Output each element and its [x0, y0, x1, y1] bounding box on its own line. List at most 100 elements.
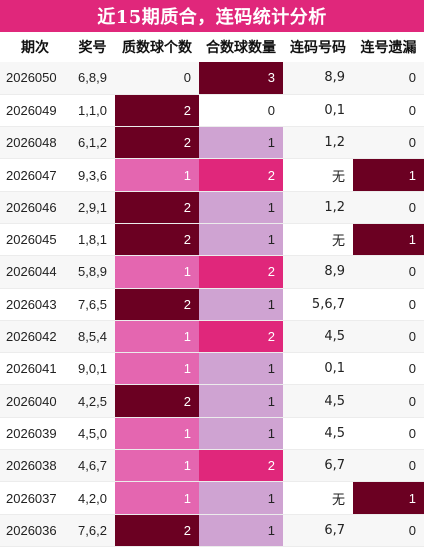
consecutive-miss-cell: 1 — [353, 158, 424, 192]
table-row: 2026049 1,1,0 2 0 0,1 0 — [0, 94, 424, 128]
table-body: 2026050 6,8,9 0 3 8,9 0 2026049 1,1,0 2 0 0,1 0 2026… — [0, 62, 424, 547]
prime-count-cell: 1 — [115, 255, 199, 289]
consecutive-miss-cell: 0 — [353, 449, 424, 483]
consecutive-miss-cell: 0 — [353, 255, 424, 289]
consecutive-miss-cell: 0 — [353, 126, 424, 160]
consecutive-numbers-cell: 4,5 — [283, 417, 353, 451]
composite-count-cell: 2 — [199, 255, 283, 289]
period-cell: 2026047 — [0, 158, 70, 192]
table-row: 2026038 4,6,7 1 2 6,7 0 — [0, 449, 424, 483]
consecutive-miss-cell: 0 — [353, 417, 424, 451]
composite-count-cell: 2 — [199, 449, 283, 483]
consecutive-numbers-cell: 1,2 — [283, 126, 353, 160]
consecutive-miss-cell: 0 — [353, 352, 424, 386]
composite-count-cell: 1 — [199, 514, 283, 547]
consecutive-numbers-cell: 8,9 — [283, 62, 353, 95]
period-cell: 2026036 — [0, 514, 70, 547]
consecutive-numbers-cell: 4,5 — [283, 384, 353, 418]
period-cell: 2026039 — [0, 417, 70, 451]
period-cell: 2026037 — [0, 481, 70, 515]
prime-count-cell: 2 — [115, 126, 199, 160]
prime-count-cell: 1 — [115, 320, 199, 354]
column-header-composite-count: 合数球数量 — [199, 32, 283, 62]
period-cell: 2026046 — [0, 191, 70, 224]
composite-count-cell: 1 — [199, 288, 283, 321]
prize-cell: 5,8,9 — [70, 255, 115, 289]
prime-count-cell: 2 — [115, 223, 199, 257]
period-cell: 2026049 — [0, 94, 70, 128]
table-row: 2026046 2,9,1 2 1 1,2 0 — [0, 191, 424, 224]
column-header-consecutive-miss: 连号遗漏 — [353, 32, 424, 62]
prime-count-cell: 2 — [115, 191, 199, 224]
consecutive-numbers-cell: 1,2 — [283, 191, 353, 224]
consecutive-numbers-cell: 8,9 — [283, 255, 353, 289]
prize-cell: 7,6,2 — [70, 514, 115, 547]
composite-count-cell: 1 — [199, 417, 283, 451]
consecutive-miss-cell: 0 — [353, 384, 424, 418]
consecutive-numbers-cell: 5,6,7 — [283, 288, 353, 321]
prize-cell: 4,6,7 — [70, 449, 115, 483]
consecutive-miss-cell: 1 — [353, 481, 424, 515]
header-row: 期次 奖号 质数球个数 合数球数量 连码号码 连号遗漏 — [0, 32, 424, 62]
consecutive-numbers-cell: 无 — [283, 223, 353, 257]
prize-cell: 6,1,2 — [70, 126, 115, 160]
table-row: 2026050 6,8,9 0 3 8,9 0 — [0, 62, 424, 95]
prime-count-cell: 0 — [115, 62, 199, 95]
consecutive-miss-cell: 1 — [353, 223, 424, 257]
table-row: 2026044 5,8,9 1 2 8,9 0 — [0, 255, 424, 289]
consecutive-miss-cell: 0 — [353, 62, 424, 95]
prime-count-cell: 2 — [115, 514, 199, 547]
table-header: 期次 奖号 质数球个数 合数球数量 连码号码 连号遗漏 — [0, 32, 424, 62]
prize-cell: 4,2,5 — [70, 384, 115, 418]
prize-cell: 2,9,1 — [70, 191, 115, 224]
table-row: 2026037 4,2,0 1 1 无 1 — [0, 481, 424, 515]
composite-count-cell: 2 — [199, 320, 283, 354]
consecutive-numbers-cell: 6,7 — [283, 449, 353, 483]
consecutive-numbers-cell: 无 — [283, 158, 353, 192]
prize-cell: 1,8,1 — [70, 223, 115, 257]
composite-count-cell: 2 — [199, 158, 283, 192]
consecutive-miss-cell: 0 — [353, 514, 424, 547]
prize-cell: 8,5,4 — [70, 320, 115, 354]
consecutive-numbers-cell: 0,1 — [283, 352, 353, 386]
composite-count-cell: 1 — [199, 223, 283, 257]
prize-cell: 4,5,0 — [70, 417, 115, 451]
consecutive-numbers-cell: 4,5 — [283, 320, 353, 354]
composite-count-cell: 3 — [199, 62, 283, 95]
column-header-prize: 奖号 — [70, 32, 115, 62]
column-header-period: 期次 — [0, 32, 70, 62]
composite-count-cell: 0 — [199, 94, 283, 128]
prime-count-cell: 1 — [115, 417, 199, 451]
prime-count-cell: 2 — [115, 384, 199, 418]
prize-cell: 4,2,0 — [70, 481, 115, 515]
stats-table: 期次 奖号 质数球个数 合数球数量 连码号码 连号遗漏 2026050 6,8,9… — [0, 32, 424, 547]
consecutive-miss-cell: 0 — [353, 288, 424, 321]
table-row: 2026040 4,2,5 2 1 4,5 0 — [0, 384, 424, 418]
period-cell: 2026044 — [0, 255, 70, 289]
table-row: 2026042 8,5,4 1 2 4,5 0 — [0, 320, 424, 354]
table-row: 2026043 7,6,5 2 1 5,6,7 0 — [0, 288, 424, 321]
period-cell: 2026048 — [0, 126, 70, 160]
consecutive-numbers-cell: 无 — [283, 481, 353, 515]
consecutive-miss-cell: 0 — [353, 191, 424, 224]
prime-count-cell: 1 — [115, 352, 199, 386]
period-cell: 2026042 — [0, 320, 70, 354]
consecutive-numbers-cell: 6,7 — [283, 514, 353, 547]
table-row: 2026047 9,3,6 1 2 无 1 — [0, 158, 424, 192]
consecutive-numbers-cell: 0,1 — [283, 94, 353, 128]
composite-count-cell: 1 — [199, 191, 283, 224]
prime-count-cell: 2 — [115, 288, 199, 321]
consecutive-miss-cell: 0 — [353, 320, 424, 354]
table-row: 2026048 6,1,2 2 1 1,2 0 — [0, 126, 424, 160]
period-cell: 2026045 — [0, 223, 70, 257]
prize-cell: 7,6,5 — [70, 288, 115, 321]
composite-count-cell: 1 — [199, 481, 283, 515]
column-header-prime-count: 质数球个数 — [115, 32, 199, 62]
table-row: 2026045 1,8,1 2 1 无 1 — [0, 223, 424, 257]
table-row: 2026036 7,6,2 2 1 6,7 0 — [0, 514, 424, 547]
period-cell: 2026043 — [0, 288, 70, 321]
column-header-consecutive-numbers: 连码号码 — [283, 32, 353, 62]
prime-count-cell: 1 — [115, 158, 199, 192]
prize-cell: 1,1,0 — [70, 94, 115, 128]
consecutive-miss-cell: 0 — [353, 94, 424, 128]
